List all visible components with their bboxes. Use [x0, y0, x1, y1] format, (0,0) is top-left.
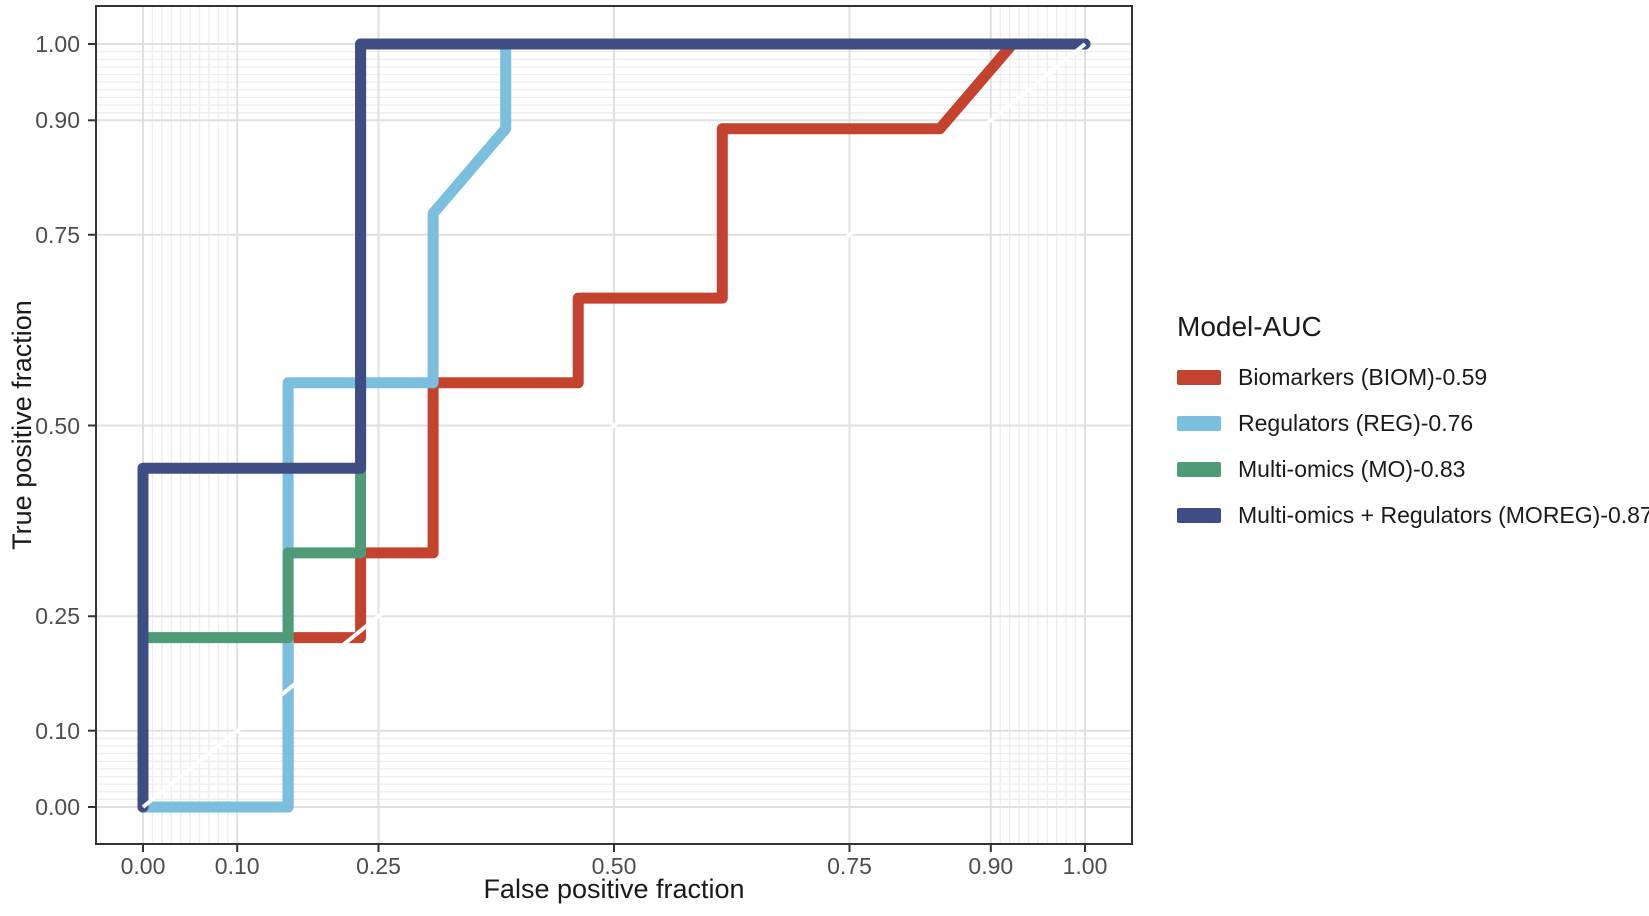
y-tick-label: 1.00: [35, 31, 80, 57]
legend-item-label: Biomarkers (BIOM)-0.59: [1238, 363, 1488, 390]
axis-tick-marks: [88, 43, 1086, 852]
x-tick-label: 0.75: [827, 853, 872, 879]
legend-swatch-biom: [1177, 369, 1221, 385]
x-axis-title: False positive fraction: [483, 874, 745, 904]
legend-item-label: Multi-omics (MO)-0.83: [1238, 455, 1466, 482]
y-tick-label: 0.25: [35, 603, 80, 630]
roc-curve-biom: [137, 38, 1091, 813]
roc-curves: [137, 38, 1091, 813]
legend-item-label: Regulators (REG)-0.76: [1238, 409, 1474, 436]
y-tick-label: 0.10: [35, 717, 80, 744]
legend-item-label: Multi-omics + Regulators (MOREG)-0.87: [1238, 501, 1649, 528]
roc-curve-moreg: [137, 38, 1091, 813]
legend-swatch-reg: [1177, 415, 1221, 431]
legend-item-biom: Biomarkers (BIOM)-0.59: [1177, 354, 1649, 400]
legend-item-moreg: Multi-omics + Regulators (MOREG)-0.87: [1177, 492, 1649, 538]
y-axis-title: True positive fraction: [7, 300, 37, 550]
roc-curve-reg: [137, 38, 1091, 813]
legend-item-mo: Multi-omics (MO)-0.83: [1177, 446, 1649, 492]
legend-title: Model-AUC: [1177, 311, 1322, 342]
x-tick-label: 0.25: [356, 853, 401, 879]
x-tick-label: 0.50: [591, 853, 637, 879]
y-tick-label: 0.75: [35, 221, 80, 248]
y-tick-label: 0.50: [35, 412, 80, 439]
x-tick-label: 0.90: [968, 853, 1014, 879]
chance-line: [141, 42, 1087, 809]
x-tick-label: 1.00: [1062, 853, 1108, 879]
legend-swatch-moreg: [1177, 507, 1221, 523]
legend-item-reg: Regulators (REG)-0.76: [1177, 400, 1649, 446]
y-tick-label: 0.00: [35, 794, 80, 820]
y-tick-label: 0.90: [35, 107, 80, 134]
x-tick-label: 0.10: [214, 853, 260, 879]
legend-swatch-mo: [1177, 461, 1221, 477]
legend: Model-AUC Biomarkers (BIOM)-0.59 Regulat…: [1177, 312, 1649, 538]
x-tick-label: 0.00: [120, 853, 166, 879]
